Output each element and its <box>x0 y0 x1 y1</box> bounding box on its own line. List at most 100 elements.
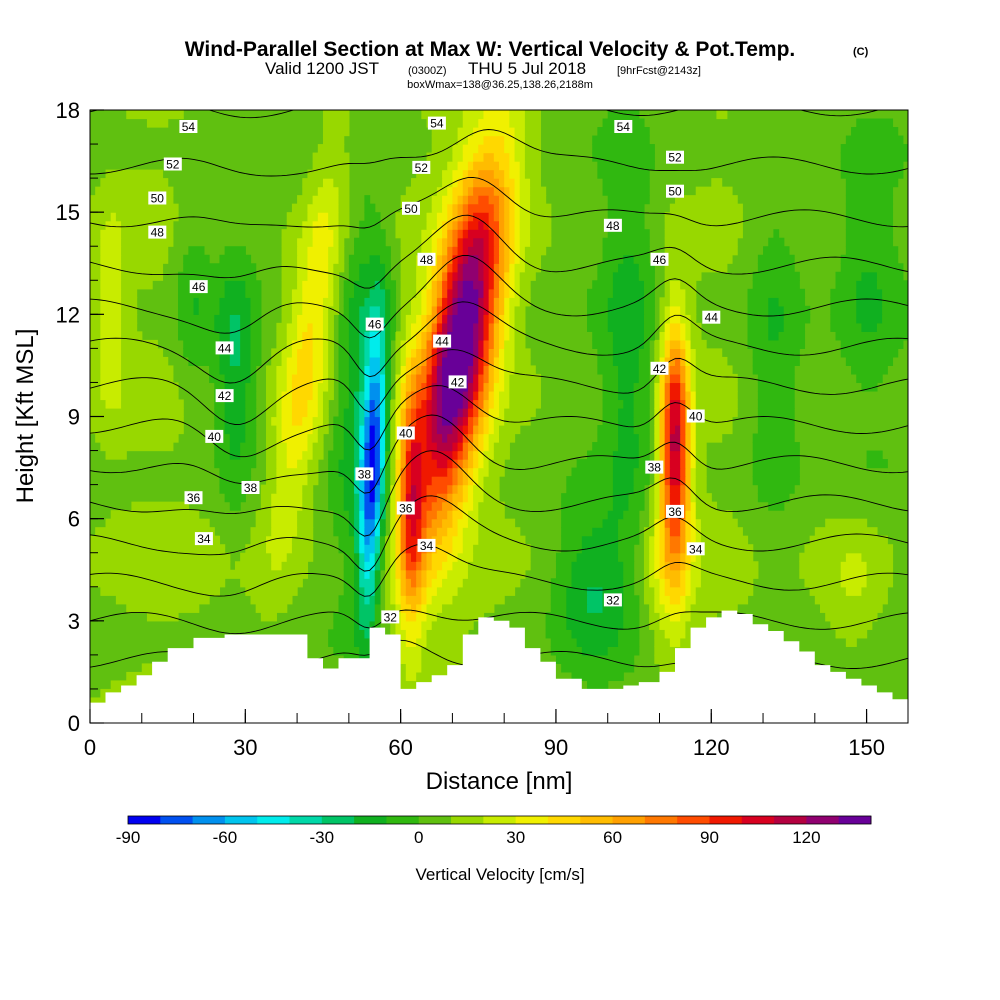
velocity-cell <box>866 459 888 469</box>
velocity-cell <box>659 620 686 630</box>
velocity-cell <box>426 305 433 315</box>
velocity-cell <box>680 459 686 469</box>
velocity-cell <box>654 535 661 545</box>
velocity-cell <box>385 416 391 426</box>
velocity-cell <box>317 382 329 392</box>
velocity-cell <box>612 459 640 469</box>
velocity-cell <box>297 459 309 469</box>
colorbar-tick-label: -30 <box>310 828 335 847</box>
velocity-cell <box>343 442 355 452</box>
velocity-cell <box>312 322 324 332</box>
velocity-cell <box>845 552 862 562</box>
contour-label-text: 52 <box>166 158 180 172</box>
velocity-cell <box>286 212 309 222</box>
velocity-cell <box>447 263 454 273</box>
velocity-cell <box>519 195 531 205</box>
velocity-cell <box>400 578 407 588</box>
velocity-cell <box>436 288 443 298</box>
velocity-cell <box>752 450 800 460</box>
velocity-cell <box>400 356 407 367</box>
velocity-cell <box>473 484 485 494</box>
contour-label: 50 <box>402 201 420 216</box>
velocity-cell <box>504 356 516 367</box>
velocity-cell <box>690 535 697 545</box>
velocity-cell <box>431 127 459 137</box>
velocity-cell <box>442 246 448 256</box>
velocity-cell <box>623 620 640 630</box>
velocity-cell <box>768 331 780 341</box>
velocity-cell <box>669 595 681 605</box>
velocity-cell <box>488 237 495 247</box>
velocity-cell <box>514 254 521 264</box>
velocity-cell <box>467 186 474 196</box>
velocity-cell <box>343 569 355 579</box>
velocity-cell <box>322 297 334 307</box>
velocity-cell <box>452 561 469 571</box>
velocity-cell <box>359 450 365 460</box>
contour-label: 46 <box>189 280 208 294</box>
velocity-cell <box>229 314 241 324</box>
velocity-cell <box>369 416 381 426</box>
velocity-cell <box>121 280 153 290</box>
velocity-cell <box>121 365 174 375</box>
velocity-cell <box>343 578 355 588</box>
velocity-cell <box>783 305 811 315</box>
velocity-cell <box>675 356 681 367</box>
subtitle-valid: Valid 1200 JST <box>265 59 379 78</box>
velocity-cell <box>669 578 681 588</box>
contour-label-text: 54 <box>182 120 196 134</box>
velocity-cell <box>312 237 334 247</box>
velocity-cell <box>338 212 350 222</box>
velocity-cell <box>121 305 138 315</box>
velocity-cell <box>255 510 272 520</box>
velocity-cell <box>592 135 650 145</box>
velocity-cell <box>436 305 443 315</box>
velocity-cell <box>405 612 417 622</box>
velocity-cell <box>390 518 397 528</box>
velocity-cell <box>229 348 241 358</box>
velocity-cell <box>654 476 661 486</box>
velocity-cell <box>452 314 479 324</box>
velocity-cell <box>100 314 122 324</box>
velocity-cell <box>690 501 697 511</box>
velocity-cell <box>659 322 666 332</box>
velocity-cell <box>322 118 350 128</box>
velocity-cell <box>395 518 402 528</box>
velocity-cell <box>752 365 795 375</box>
velocity-cell <box>654 356 661 367</box>
velocity-cell <box>530 203 552 213</box>
velocity-cell <box>504 246 510 256</box>
velocity-cell <box>421 510 428 520</box>
velocity-cell <box>416 603 422 613</box>
velocity-cell <box>405 390 412 401</box>
velocity-cell <box>519 203 531 213</box>
velocity-cell <box>436 246 443 256</box>
velocity-cell <box>499 348 505 358</box>
contour-label: 36 <box>184 491 203 505</box>
velocity-cell <box>685 297 697 307</box>
velocity-cell <box>266 433 277 443</box>
velocity-cell <box>400 365 407 375</box>
velocity-cell <box>405 476 412 486</box>
velocity-cell <box>359 586 365 596</box>
velocity-cell <box>452 263 459 273</box>
velocity-cell <box>690 484 697 494</box>
velocity-cell <box>90 399 107 409</box>
velocity-cell <box>452 271 459 281</box>
velocity-cell <box>276 459 288 469</box>
velocity-cell <box>224 407 246 418</box>
velocity-cell <box>473 382 479 392</box>
velocity-cell <box>514 356 531 367</box>
velocity-cell <box>100 288 122 298</box>
velocity-cell <box>685 535 692 545</box>
velocity-cell <box>291 407 309 418</box>
colorbar-swatch <box>321 816 355 824</box>
velocity-cell <box>421 552 428 562</box>
velocity-cell <box>359 561 365 571</box>
velocity-cell <box>436 416 443 426</box>
velocity-cell <box>493 450 510 460</box>
velocity-cell <box>607 322 645 332</box>
velocity-cell <box>250 322 262 332</box>
velocity-cell <box>359 476 365 486</box>
velocity-cell <box>333 178 350 188</box>
